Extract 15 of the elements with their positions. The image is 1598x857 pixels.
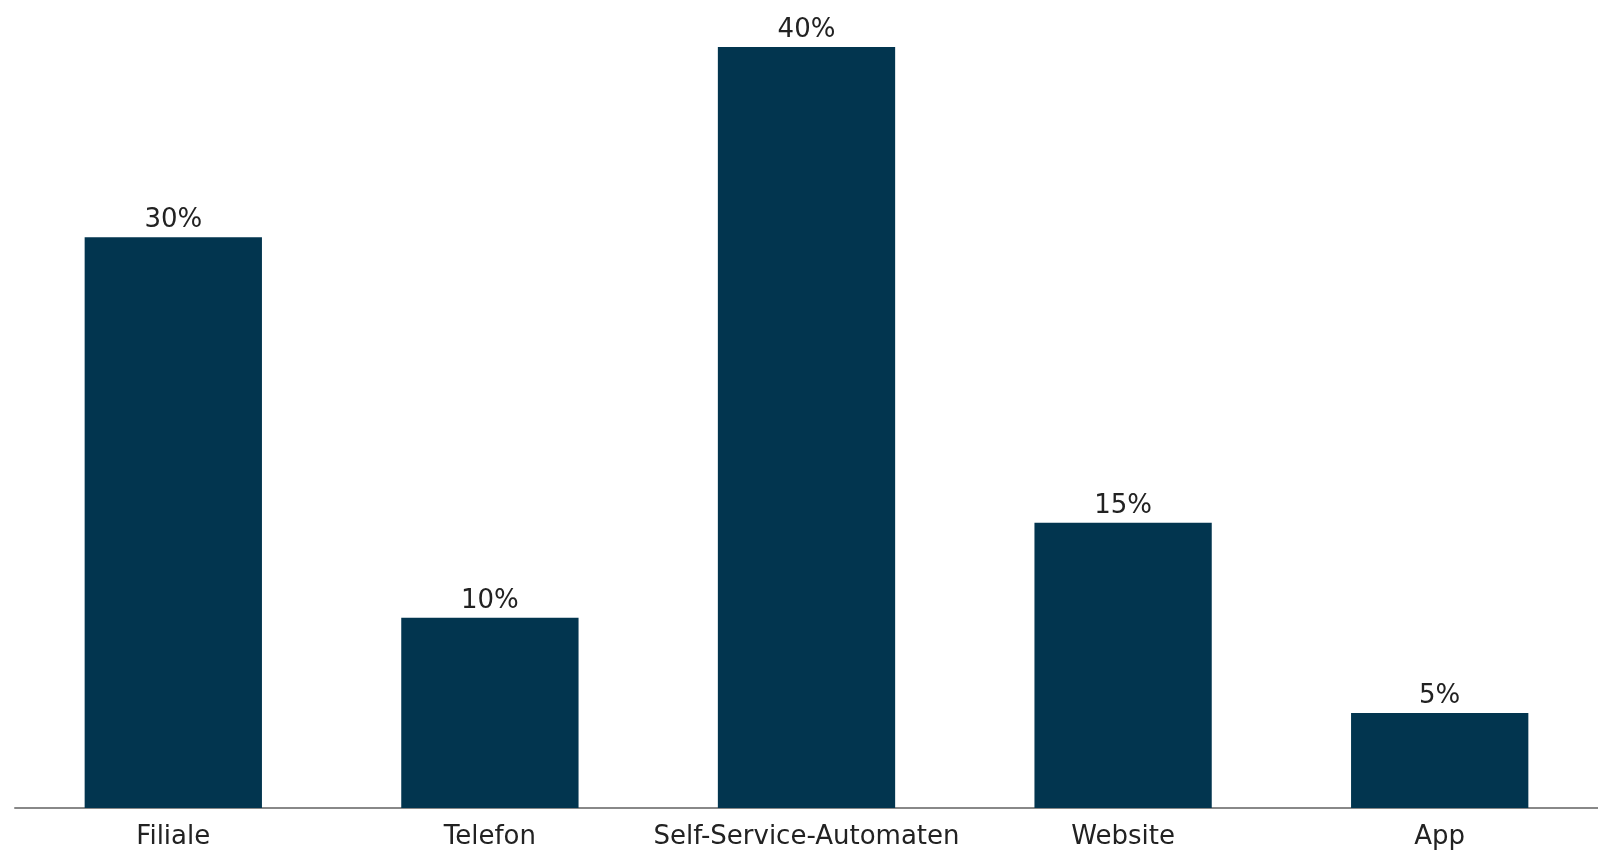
data-label: 10%	[461, 583, 519, 614]
x-tick-label: Filiale	[136, 820, 211, 850]
x-tick-label: App	[1414, 820, 1466, 850]
bar	[717, 47, 896, 808]
data-label: 15%	[1094, 488, 1152, 519]
bar	[401, 617, 579, 808]
bar	[84, 237, 262, 808]
x-tick-label: Website	[1071, 820, 1175, 850]
bar	[1351, 712, 1529, 808]
x-tick-label: Self-Service-Automaten	[653, 820, 960, 850]
bar	[1034, 522, 1212, 808]
data-label: 5%	[1419, 678, 1461, 709]
x-tick-label: Telefon	[442, 820, 537, 850]
data-label: 40%	[777, 13, 836, 43]
data-label: 30%	[144, 203, 203, 234]
